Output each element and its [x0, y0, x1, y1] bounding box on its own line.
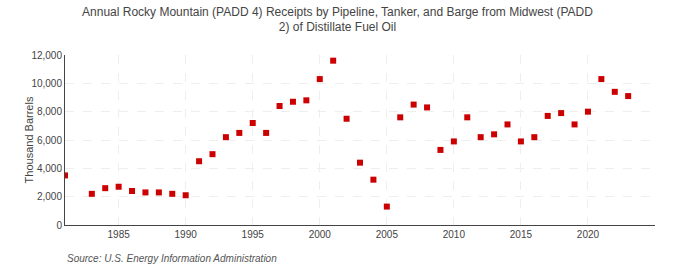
svg-text:1990: 1990 [175, 229, 198, 240]
svg-text:2015: 2015 [510, 229, 533, 240]
svg-text:8,000: 8,000 [37, 106, 62, 117]
svg-text:10,000: 10,000 [31, 78, 62, 89]
svg-text:Thousand Barrels: Thousand Barrels [23, 96, 35, 183]
svg-text:4,000: 4,000 [37, 163, 62, 174]
svg-text:Annual Rocky Mountain (PADD 4): Annual Rocky Mountain (PADD 4) Receipts … [82, 5, 593, 35]
svg-text:6,000: 6,000 [37, 135, 62, 146]
svg-text:12,000: 12,000 [31, 50, 62, 61]
svg-text:2020: 2020 [577, 229, 600, 240]
svg-text:0: 0 [56, 220, 62, 231]
svg-text:2005: 2005 [376, 229, 399, 240]
svg-text:2000: 2000 [309, 229, 332, 240]
svg-text:1985: 1985 [108, 229, 131, 240]
svg-text:2010: 2010 [443, 229, 466, 240]
svg-text:1995: 1995 [242, 229, 265, 240]
svg-text:2,000: 2,000 [37, 191, 62, 202]
svg-text:Source: U.S. Energy Informatio: Source: U.S. Energy Information Administ… [67, 253, 277, 264]
